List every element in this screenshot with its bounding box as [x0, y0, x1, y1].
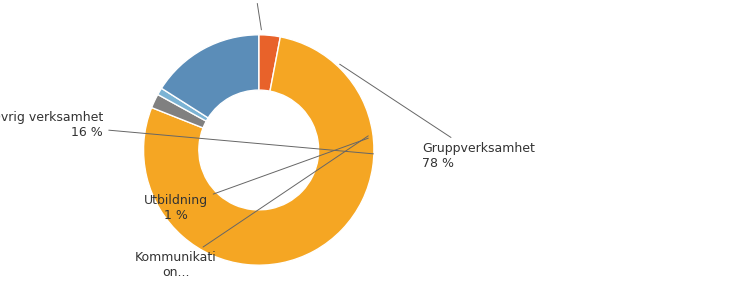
Wedge shape — [152, 94, 206, 128]
Text: Utbildning
1 %: Utbildning 1 % — [144, 138, 368, 222]
Text: Rådgivning och
individuellt stöd
3 %: Rådgivning och individuellt stöd 3 % — [202, 0, 303, 30]
Wedge shape — [259, 35, 280, 91]
Text: Kommunikati
on...: Kommunikati on... — [135, 136, 368, 279]
Wedge shape — [143, 37, 374, 265]
Text: Övrig verksamhet
16 %: Övrig verksamhet 16 % — [0, 110, 374, 154]
Text: Gruppverksamhet
78 %: Gruppverksamhet 78 % — [340, 64, 536, 170]
Wedge shape — [158, 88, 209, 121]
Wedge shape — [161, 35, 259, 118]
